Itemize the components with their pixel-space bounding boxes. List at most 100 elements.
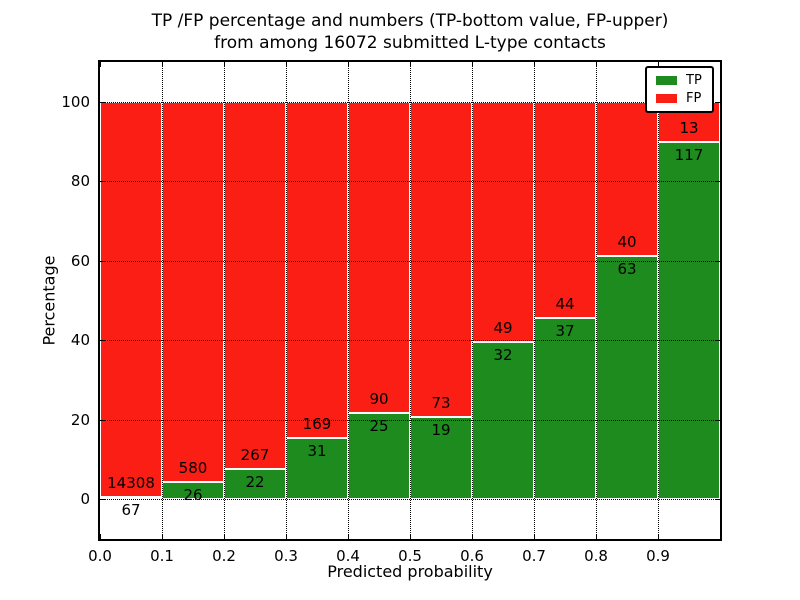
bar-label-fp: 90 bbox=[369, 389, 389, 408]
x-tick-mark bbox=[348, 62, 349, 67]
chart-title-line2: from among 16072 submitted L-type contac… bbox=[214, 33, 606, 53]
y-tick-label: 60 bbox=[70, 251, 90, 270]
x-tick-label: 0.9 bbox=[646, 547, 670, 565]
x-tick-mark bbox=[410, 534, 411, 539]
gridline-vertical bbox=[162, 62, 163, 539]
x-tick-label: 0.6 bbox=[460, 547, 484, 565]
bar-segment-fp bbox=[162, 101, 224, 483]
x-tick-mark bbox=[286, 534, 287, 539]
x-tick-label: 0.7 bbox=[522, 547, 546, 565]
bar-segment-fp bbox=[224, 101, 286, 469]
gridline-vertical bbox=[534, 62, 535, 539]
y-tick-mark bbox=[715, 499, 720, 501]
bar-segment-fp bbox=[286, 101, 348, 438]
bar-label-tp: 26 bbox=[183, 486, 203, 505]
bar-label-tp: 63 bbox=[617, 260, 637, 279]
x-tick-mark bbox=[162, 534, 163, 539]
bar-label-fp: 14308 bbox=[107, 474, 155, 493]
x-tick-mark bbox=[224, 534, 225, 539]
y-tick-mark bbox=[715, 419, 720, 421]
legend-label-tp: TP bbox=[686, 73, 702, 88]
bar-label-fp: 580 bbox=[178, 459, 208, 478]
x-tick-label: 0.8 bbox=[584, 547, 608, 565]
x-tick-mark bbox=[410, 62, 411, 67]
x-tick-mark bbox=[534, 62, 535, 67]
y-tick-mark bbox=[715, 181, 720, 183]
bar-segment-fp bbox=[534, 101, 596, 318]
bar-segment-fp bbox=[472, 101, 534, 343]
bar-label-fp: 169 bbox=[302, 414, 332, 433]
bar-label-fp: 267 bbox=[240, 445, 270, 464]
y-tick-label: 40 bbox=[70, 331, 90, 350]
gridline-vertical bbox=[658, 62, 659, 539]
x-tick-label: 0.2 bbox=[212, 547, 236, 565]
legend-entry-tp: TP bbox=[656, 74, 712, 87]
legend: TP FP bbox=[645, 66, 714, 113]
y-tick-mark bbox=[715, 340, 720, 342]
x-axis-label: Predicted probability bbox=[327, 562, 493, 581]
y-tick-label: 80 bbox=[70, 172, 90, 191]
bar-label-fp: 49 bbox=[493, 319, 513, 338]
bar-segment-tp bbox=[534, 317, 596, 500]
gridline-vertical bbox=[410, 62, 411, 539]
gridline-vertical bbox=[224, 62, 225, 539]
bar-segment-tp bbox=[658, 141, 720, 500]
y-tick-mark bbox=[100, 340, 105, 342]
x-tick-mark bbox=[100, 62, 101, 67]
gridline-vertical bbox=[286, 62, 287, 539]
bar-label-tp: 32 bbox=[493, 346, 513, 365]
gridline-vertical bbox=[348, 62, 349, 539]
x-tick-mark bbox=[100, 534, 101, 539]
y-tick-mark bbox=[100, 260, 105, 262]
x-tick-mark bbox=[596, 534, 597, 539]
bar-label-fp: 40 bbox=[617, 233, 637, 252]
y-tick-label: 20 bbox=[70, 410, 90, 429]
bar-segment-tp bbox=[596, 256, 658, 500]
y-tick-label: 0 bbox=[80, 490, 90, 509]
bar-label-tp: 67 bbox=[121, 501, 141, 520]
y-tick-mark bbox=[715, 101, 720, 103]
bar-label-tp: 37 bbox=[555, 321, 575, 340]
bar-label-fp: 13 bbox=[679, 118, 699, 137]
x-tick-mark bbox=[348, 534, 349, 539]
tp-color-swatch bbox=[656, 76, 677, 85]
x-tick-mark bbox=[596, 62, 597, 67]
x-tick-mark bbox=[472, 534, 473, 539]
x-tick-label: 0.5 bbox=[398, 547, 422, 565]
bar-label-fp: 73 bbox=[431, 394, 451, 413]
y-tick-mark bbox=[100, 419, 105, 421]
x-tick-mark bbox=[162, 62, 163, 67]
x-tick-mark bbox=[224, 62, 225, 67]
x-tick-label: 0.3 bbox=[274, 547, 298, 565]
x-tick-label: 0.1 bbox=[150, 547, 174, 565]
bar-segment-tp bbox=[286, 437, 348, 500]
x-tick-label: 0.0 bbox=[88, 547, 112, 565]
x-tick-mark bbox=[286, 62, 287, 67]
x-tick-label: 0.4 bbox=[336, 547, 360, 565]
y-tick-mark bbox=[715, 260, 720, 262]
bar-label-tp: 117 bbox=[674, 145, 704, 164]
y-tick-mark bbox=[100, 499, 105, 501]
bar-label-tp: 25 bbox=[369, 416, 389, 435]
bar-segment-fp bbox=[348, 101, 410, 413]
chart-title: TP /FP percentage and numbers (TP-bottom… bbox=[0, 10, 800, 54]
x-tick-mark bbox=[534, 534, 535, 539]
bar-label-tp: 22 bbox=[245, 472, 265, 491]
fp-color-swatch bbox=[656, 94, 677, 103]
y-tick-mark bbox=[100, 101, 105, 103]
y-tick-mark bbox=[100, 181, 105, 183]
bar-label-tp: 31 bbox=[307, 441, 327, 460]
x-tick-mark bbox=[658, 534, 659, 539]
bar-segment-fp bbox=[410, 101, 472, 418]
y-tick-label: 100 bbox=[61, 92, 90, 111]
bar-segment-fp bbox=[100, 101, 162, 498]
x-tick-mark bbox=[658, 62, 659, 67]
legend-label-fp: FP bbox=[686, 91, 702, 106]
chart-title-line1: TP /FP percentage and numbers (TP-bottom… bbox=[151, 11, 669, 31]
bar-segment-tp bbox=[100, 497, 162, 500]
bar-segment-tp bbox=[348, 412, 410, 500]
y-axis-label: Percentage bbox=[39, 255, 59, 346]
gridline-vertical bbox=[472, 62, 473, 539]
bar-label-tp: 19 bbox=[431, 421, 451, 440]
